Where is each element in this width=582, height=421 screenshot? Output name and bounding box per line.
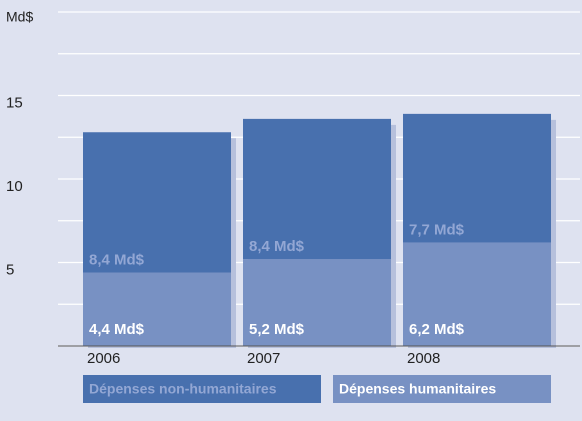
value-label: 5,2 Md$ (249, 321, 305, 338)
bar-segment (243, 259, 391, 346)
legend-label: Dépenses humanitaires (339, 381, 496, 397)
value-label: 6,2 Md$ (409, 321, 465, 338)
legend-swatch (83, 375, 321, 403)
y-tick-label: 15 (6, 94, 23, 111)
legend-swatch (333, 375, 551, 403)
bar-segment (83, 132, 231, 273)
value-label: 8,4 Md$ (249, 238, 305, 255)
bar-segment (243, 118, 391, 260)
x-tick-label: 2007 (247, 350, 280, 367)
legend-label: Dépenses non-humanitaires (89, 381, 277, 397)
bar-segment (83, 272, 231, 346)
x-tick-label: 2008 (407, 350, 440, 367)
value-label: 7,7 Md$ (409, 221, 465, 238)
value-label: 8,4 Md$ (89, 251, 145, 268)
x-tick-label: 2006 (87, 350, 120, 367)
y-unit: Md$ (6, 9, 33, 25)
y-tick-label: 5 (6, 261, 14, 278)
value-label: 4,4 Md$ (89, 321, 145, 338)
bar-segment (403, 242, 551, 346)
bar-segment (403, 113, 551, 243)
y-tick-label: 10 (6, 178, 23, 195)
